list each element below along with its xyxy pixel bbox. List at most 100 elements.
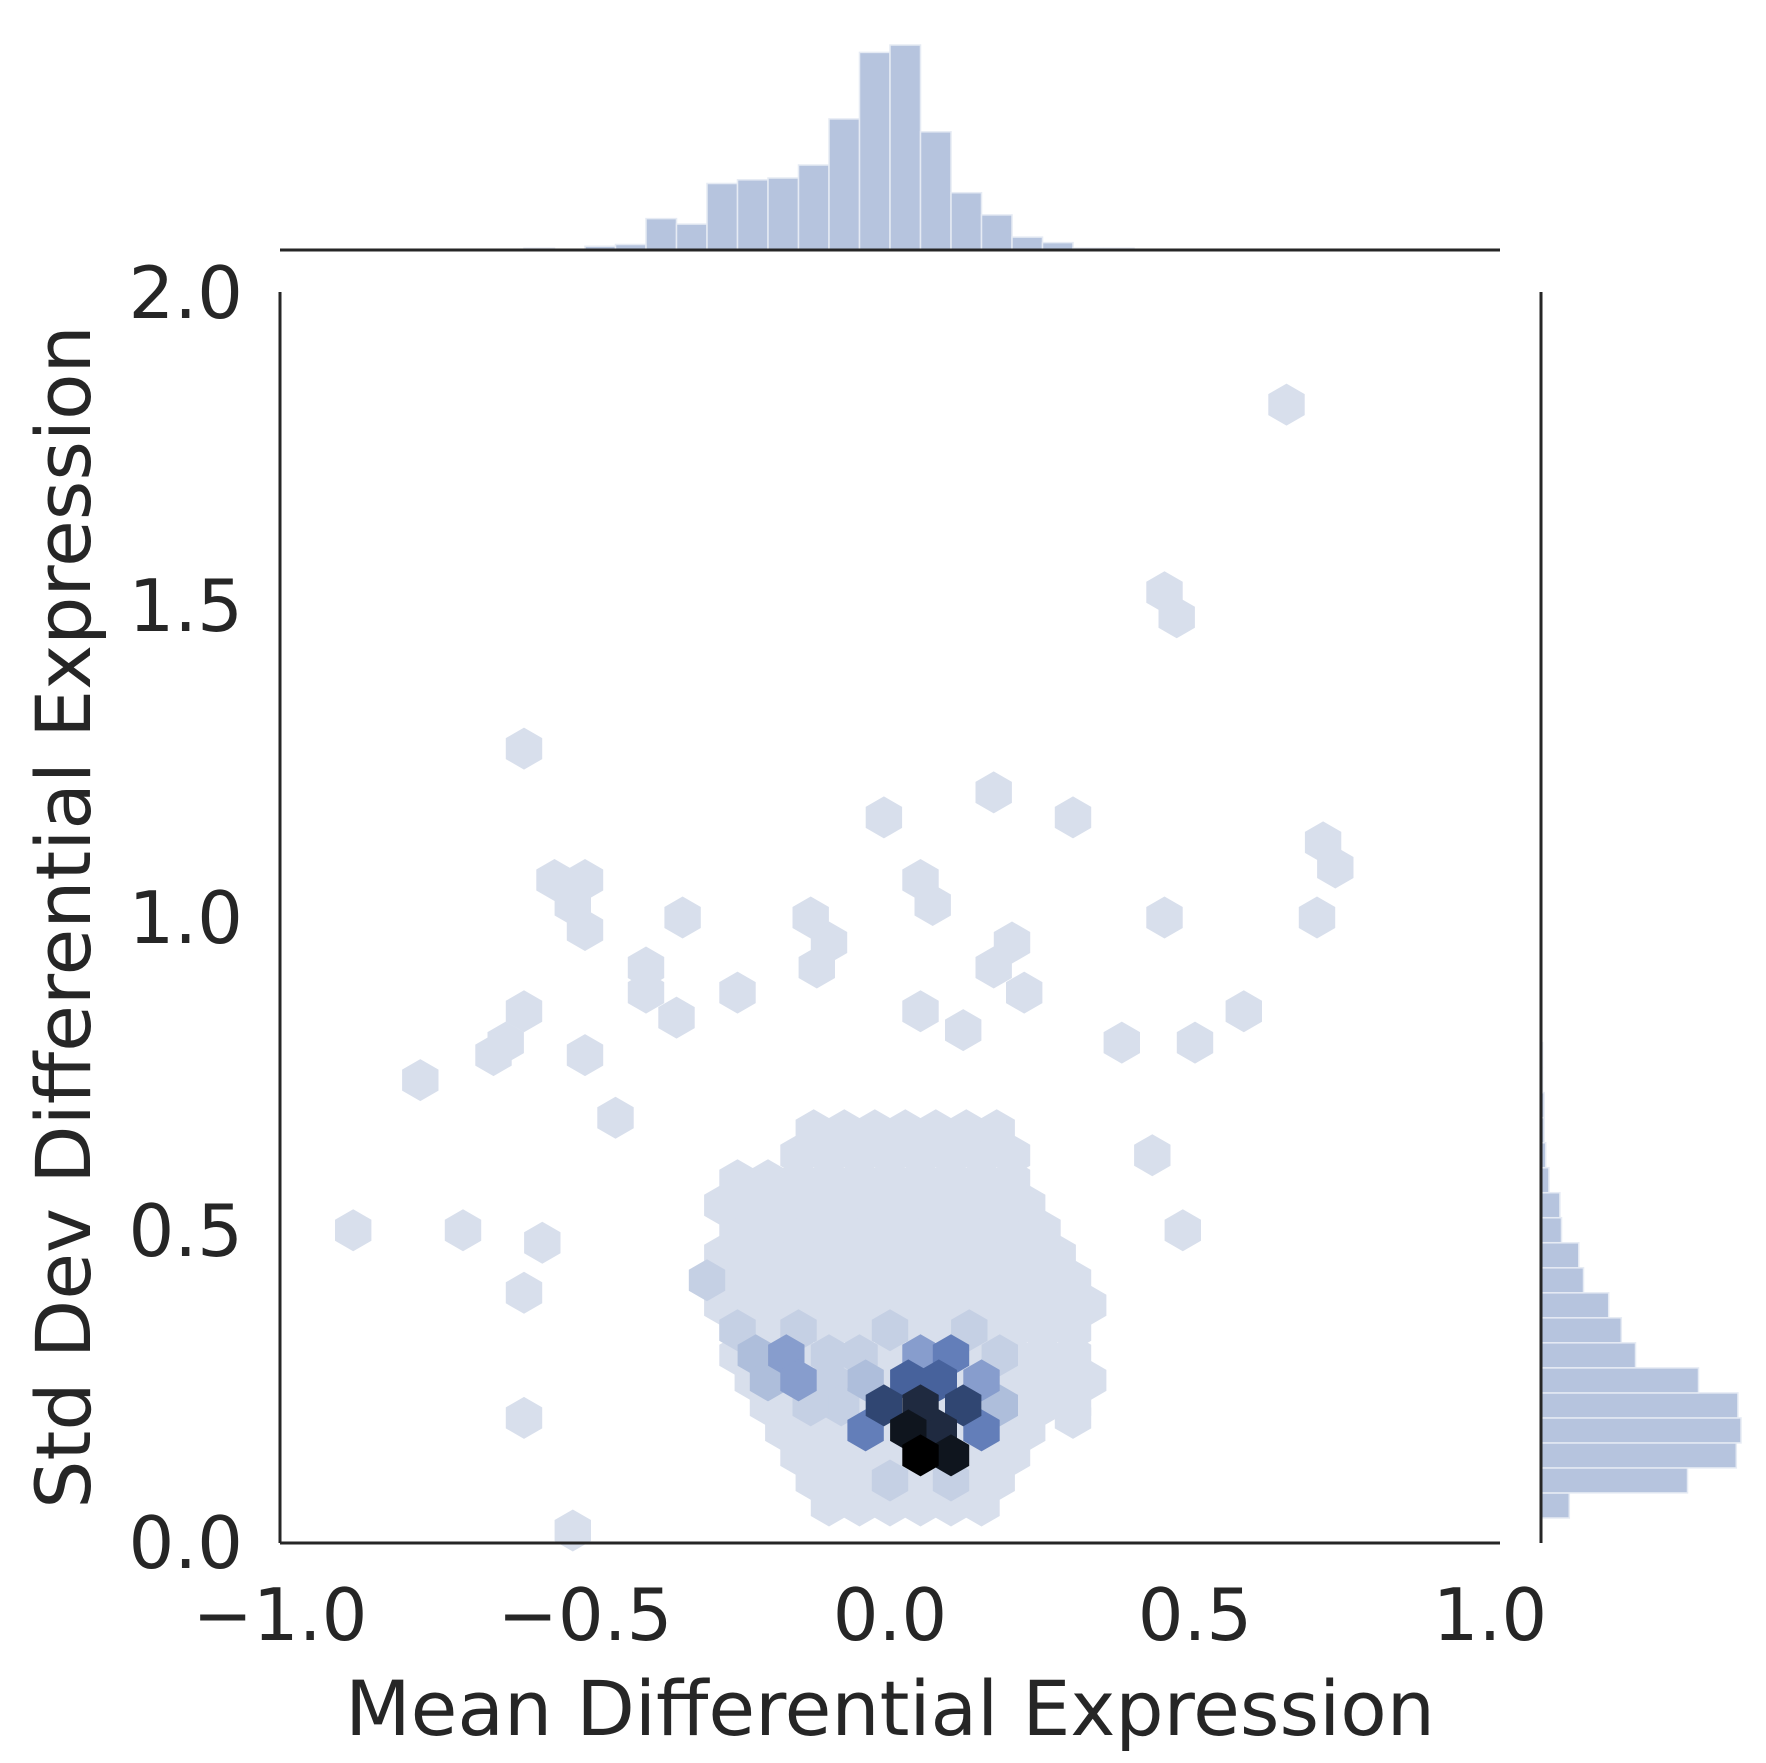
hex-cell xyxy=(871,1459,909,1502)
marginal-x-bar xyxy=(919,131,952,251)
hex-cell xyxy=(566,1034,604,1077)
marginal-y-bar xyxy=(1540,1317,1623,1344)
x-tick-label: 0.0 xyxy=(833,1573,948,1657)
hex-cell xyxy=(505,990,543,1033)
hex-cell xyxy=(335,1209,372,1252)
hex-cell xyxy=(444,1209,482,1252)
y-axis-title: Std Dev Differential Expression xyxy=(19,325,108,1508)
marginal-y-bar xyxy=(1540,1292,1610,1319)
hex-cell xyxy=(664,896,701,939)
y-tick-labels: 0.0 0.5 1.0 1.5 2.0 xyxy=(128,251,243,1585)
hex-cell xyxy=(554,1509,591,1552)
marginal-y-histogram xyxy=(1540,1041,1742,1519)
hex-cell xyxy=(566,909,604,951)
marginal-x-bar xyxy=(858,51,891,251)
hex-cell xyxy=(658,996,695,1039)
hex-cell xyxy=(505,1271,543,1314)
y-tick-label: 2.0 xyxy=(128,251,243,335)
marginal-y-bar xyxy=(1540,1342,1637,1369)
hex-cell xyxy=(402,1059,439,1102)
hex-cell xyxy=(887,1109,924,1152)
hex-cell xyxy=(945,1009,982,1052)
marginal-y-bar xyxy=(1540,1242,1580,1269)
hex-cell xyxy=(798,946,835,989)
marginal-x-bar xyxy=(645,217,678,251)
y-tick-label: 1.5 xyxy=(128,564,243,648)
y-tick-label: 0.5 xyxy=(128,1189,243,1273)
marginal-x-bar xyxy=(767,177,800,251)
hex-cell xyxy=(627,971,665,1014)
hex-cell xyxy=(1317,846,1354,889)
hex-cell xyxy=(1158,596,1195,639)
hex-cell xyxy=(871,1309,909,1352)
marginal-x-bar xyxy=(675,223,708,251)
hex-cell xyxy=(749,1159,787,1202)
hex-cell xyxy=(1164,1209,1201,1252)
x-tick-labels: −1.0 −0.5 0.0 0.5 1.0 xyxy=(193,1573,1548,1657)
marginal-x-bar xyxy=(980,214,1013,251)
hex-cell xyxy=(823,1384,860,1427)
marginal-y-bar xyxy=(1540,1442,1738,1469)
x-tick-label: 0.5 xyxy=(1138,1573,1253,1657)
hex-cell xyxy=(719,971,756,1014)
hexbin-cells xyxy=(335,383,1354,1552)
hex-cell xyxy=(475,1034,512,1077)
marginal-y-bar xyxy=(1540,1267,1585,1294)
hex-cell xyxy=(902,990,939,1033)
x-tick-label: 1.0 xyxy=(1433,1573,1548,1657)
hex-cell xyxy=(597,1096,634,1139)
marginal-x-bar xyxy=(889,44,922,251)
hex-cell xyxy=(719,1159,756,1202)
y-tick-label: 0.0 xyxy=(128,1501,243,1585)
marginal-y-bar xyxy=(1540,1417,1742,1444)
hex-cell xyxy=(505,727,543,770)
marginal-y-bar xyxy=(1540,1467,1689,1494)
hex-cell xyxy=(902,1434,939,1477)
marginal-y-bar xyxy=(1540,1492,1571,1519)
marginal-x-bar xyxy=(1011,236,1044,251)
marginal-y-bar xyxy=(1540,1392,1739,1419)
hex-cell xyxy=(1054,1396,1092,1439)
hex-cell xyxy=(914,884,951,926)
marginal-y-bar xyxy=(1540,1191,1561,1219)
hex-cell xyxy=(1054,796,1092,839)
hex-cell xyxy=(932,1434,970,1477)
hex-cell xyxy=(524,1221,561,1264)
marginal-x-histogram xyxy=(523,44,1135,251)
hex-cell xyxy=(1134,1134,1171,1177)
hex-cell xyxy=(917,1109,954,1152)
hex-cell xyxy=(1176,1021,1214,1064)
marginal-x-bar xyxy=(950,191,983,251)
y-tick-label: 1.0 xyxy=(128,876,243,960)
hex-cell xyxy=(1268,383,1305,426)
hex-cell xyxy=(1225,990,1262,1033)
marginal-x-bar xyxy=(828,118,861,251)
hex-cell xyxy=(856,1109,893,1152)
hex-cell xyxy=(975,771,1012,814)
hex-cell xyxy=(505,1396,543,1439)
hex-cell xyxy=(688,1259,726,1302)
hex-cell xyxy=(1298,896,1336,939)
marginal-y-bar xyxy=(1540,1216,1563,1244)
marginal-x-bar xyxy=(706,182,739,251)
hex-cell xyxy=(780,1359,817,1402)
hex-cell xyxy=(865,796,903,839)
hex-cell xyxy=(1103,1021,1140,1064)
hex-cell xyxy=(1006,971,1043,1014)
hex-cell xyxy=(948,1109,985,1152)
marginal-x-bar xyxy=(797,164,830,251)
x-tick-label: −1.0 xyxy=(193,1573,368,1657)
x-tick-label: −0.5 xyxy=(498,1573,673,1657)
hex-cell xyxy=(826,1109,863,1152)
hex-cell xyxy=(1146,896,1183,939)
hex-cell xyxy=(945,1384,982,1427)
marginal-y-bar xyxy=(1540,1367,1700,1394)
hex-cell xyxy=(978,1109,1015,1152)
hex-cell xyxy=(795,1109,832,1152)
marginal-x-bar xyxy=(736,179,769,251)
x-axis-title: Mean Differential Expression xyxy=(345,1664,1435,1753)
hex-cell xyxy=(865,1384,903,1427)
hex-cell xyxy=(975,946,1012,989)
hex-cell xyxy=(810,1334,848,1377)
